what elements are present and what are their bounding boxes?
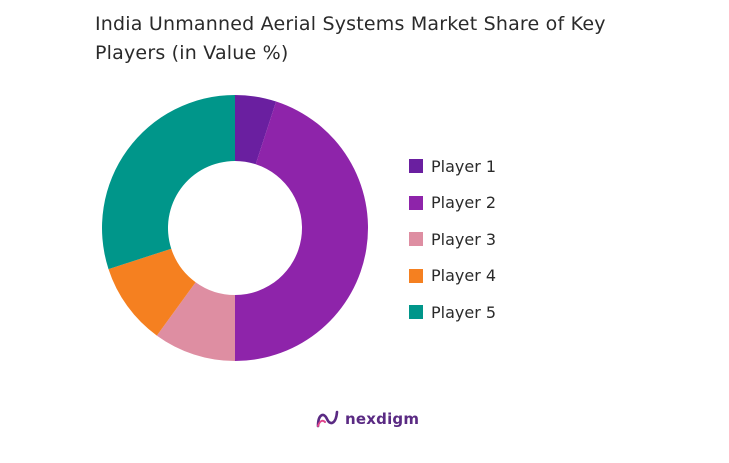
donut-slice-player-3 (156, 282, 235, 361)
donut-slice-player-2 (235, 101, 369, 361)
brand-footer: nexdigm (315, 408, 419, 430)
donut-slice-player-4 (108, 248, 196, 336)
legend-item-player-1: Player 1 (409, 148, 496, 185)
chart-title: India Unmanned Aerial Systems Market Sha… (95, 10, 655, 68)
legend-swatch (409, 159, 423, 174)
legend-swatch (409, 232, 423, 247)
donut-slice-player-5 (101, 95, 235, 270)
legend-label: Player 4 (431, 266, 497, 286)
legend-item-player-3: Player 3 (409, 221, 496, 258)
legend-item-player-4: Player 4 (409, 258, 496, 295)
legend-swatch (409, 268, 423, 283)
legend-label: Player 5 (431, 302, 497, 322)
legend-label: Player 3 (431, 229, 497, 249)
chart-legend: Player 1 Player 2 Player 3 Player 4 Player 5 (409, 148, 496, 331)
legend-label: Player 1 (431, 156, 497, 176)
legend-swatch (409, 195, 423, 210)
donut-slice-player-1 (235, 95, 277, 165)
legend-swatch (409, 305, 423, 320)
legend-item-player-2: Player 2 (409, 185, 496, 222)
legend-item-player-5: Player 5 (409, 294, 496, 331)
chart-title-line-1: India Unmanned Aerial Systems Market Sha… (95, 13, 606, 35)
legend-label: Player 2 (431, 193, 497, 213)
donut-slices (101, 95, 369, 361)
brand-name: nexdigm (345, 410, 420, 428)
chart-title-line-2: Players (in Value %) (95, 42, 289, 64)
nexdigm-logo-icon (316, 410, 339, 428)
